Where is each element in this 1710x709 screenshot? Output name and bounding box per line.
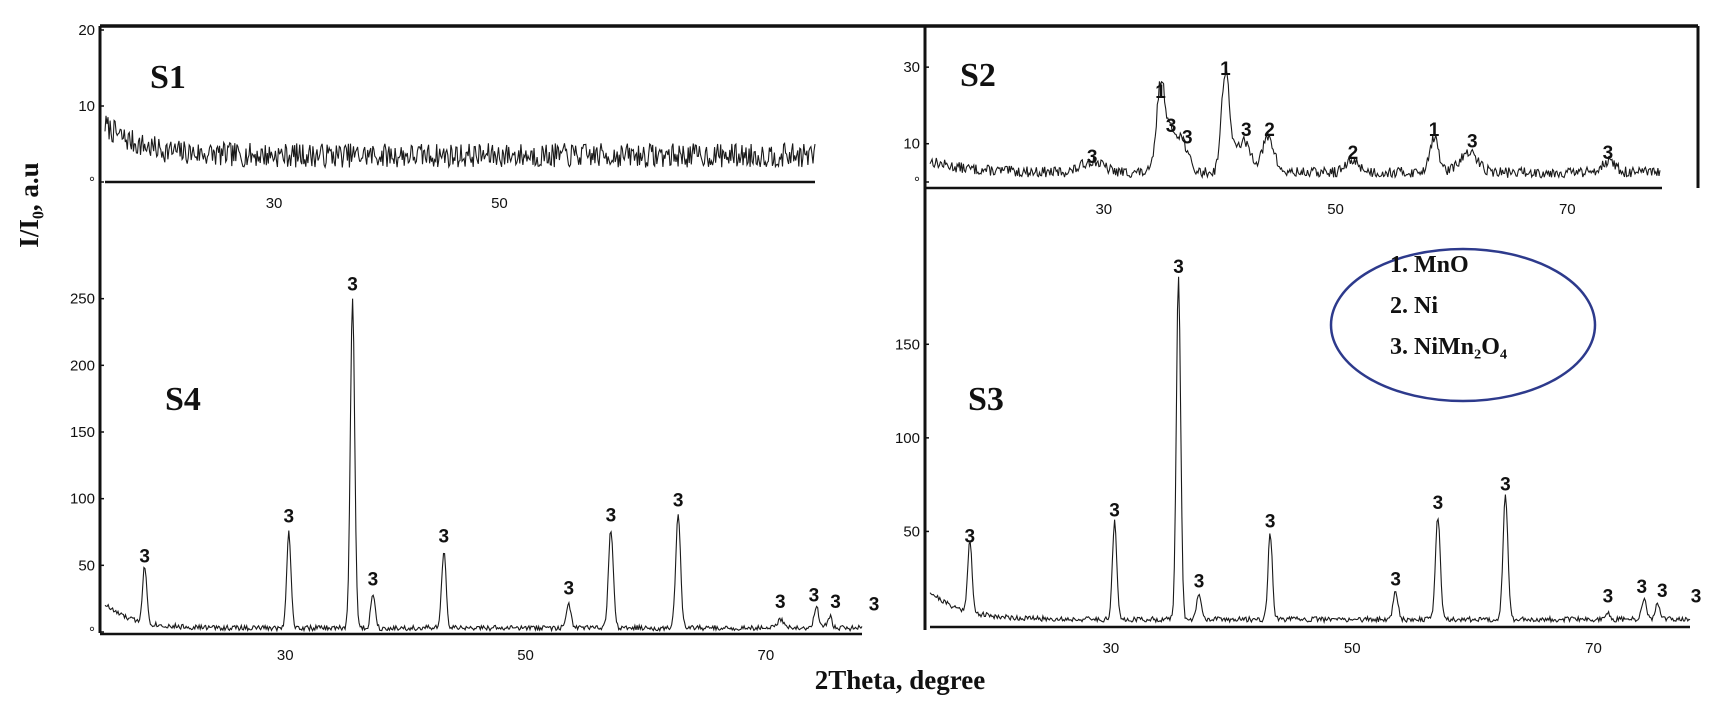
peak-label: 3 — [284, 507, 295, 528]
peak-label: 3 — [1265, 512, 1276, 533]
peak-label: 3 — [1194, 572, 1205, 593]
x-tick-label: 70 — [1585, 640, 1602, 657]
y-tick-label: ° — [89, 174, 95, 191]
panel-label-s1: S1 — [150, 59, 186, 96]
y-axis-title: I/I₀, a.u — [14, 162, 44, 247]
peak-label: 1 — [1429, 120, 1440, 141]
peak-label: 3 — [368, 569, 379, 590]
peak-label: 3 — [1467, 132, 1478, 153]
legend-item-ni: 2. Ni — [1390, 293, 1438, 319]
peak-label: 3 — [1657, 581, 1668, 602]
pattern-line-s2 — [929, 68, 1661, 179]
peak-label: 3 — [1603, 587, 1614, 608]
legend-item-nimn2o4: 3. NiMn₂O₄ — [1390, 334, 1507, 360]
panel-label-s4: S4 — [165, 381, 201, 418]
peak-label: 3 — [1390, 570, 1401, 591]
peak-label: 3 — [673, 491, 684, 512]
x-axis-title: 2Theta, degree — [815, 665, 985, 695]
peak-label: 3 — [775, 592, 786, 613]
peak-label: 3 — [1173, 257, 1184, 278]
peak-label: 3 — [1433, 493, 1444, 514]
y-tick-label: 100 — [895, 430, 920, 447]
peak-label: 3 — [1109, 500, 1120, 521]
x-tick-label: 30 — [277, 647, 294, 664]
panel-label-s3: S3 — [968, 381, 1004, 418]
x-tick-label: 50 — [517, 647, 534, 664]
legend-ellipse — [1329, 247, 1597, 403]
peak-label: 3 — [1691, 587, 1702, 608]
y-tick-label: 50 — [78, 557, 95, 574]
pattern-line-s3 — [929, 276, 1691, 625]
pattern-line-s4 — [104, 298, 863, 633]
y-tick-label: 250 — [70, 291, 95, 308]
peak-label: 3 — [1166, 116, 1177, 137]
peak-label: 3 — [1500, 474, 1511, 495]
y-tick-label: 200 — [70, 357, 95, 374]
x-tick-label: 50 — [1344, 640, 1361, 657]
y-tick-label: 10 — [903, 136, 920, 153]
peak-label: 3 — [1241, 120, 1252, 141]
x-tick-label: 70 — [1559, 201, 1576, 218]
peak-label: 3 — [809, 585, 820, 606]
x-tick-label: 30 — [1103, 640, 1120, 657]
y-tick-label: 150 — [895, 336, 920, 353]
y-tick-label: 150 — [70, 424, 95, 441]
peak-label: 3 — [347, 275, 358, 296]
legend: 1. MnO 2. Ni 3. NiMn₂O₄ — [1329, 247, 1597, 403]
y-tick-label: 50 — [903, 523, 920, 540]
peak-label: 3 — [1087, 147, 1098, 168]
peak-label: 2 — [1348, 143, 1359, 164]
panel-label-s2: S2 — [960, 57, 996, 94]
pattern-line-s1 — [104, 115, 816, 169]
y-tick-label: 10 — [78, 98, 95, 115]
peak-label: 3 — [1603, 143, 1614, 164]
legend-item-mno: 1. MnO — [1390, 252, 1469, 278]
peak-label: 3 — [869, 595, 880, 616]
peak-label: 2 — [1264, 120, 1275, 141]
x-tick-label: 50 — [491, 195, 508, 212]
y-tick-label: ° — [914, 174, 920, 191]
peak-label: 1 — [1155, 82, 1166, 103]
peak-label: 3 — [830, 592, 841, 613]
peak-label: 3 — [439, 527, 450, 548]
peak-label: 1 — [1220, 59, 1231, 80]
y-tick-label: 30 — [903, 59, 920, 76]
peak-label: 3 — [965, 527, 976, 548]
y-tick-label: ° — [89, 624, 95, 641]
x-tick-label: 50 — [1327, 201, 1344, 218]
x-tick-label: 30 — [266, 195, 283, 212]
y-tick-label: 20 — [78, 22, 95, 39]
panel-s1: 30 50 ° 10 20 S1 — [78, 22, 816, 212]
peak-label: 3 — [139, 547, 150, 568]
x-tick-label: 70 — [758, 647, 775, 664]
peak-label: 3 — [564, 579, 575, 600]
x-tick-label: 30 — [1095, 201, 1112, 218]
peak-label: 3 — [1182, 128, 1193, 149]
y-tick-label: 100 — [70, 491, 95, 508]
peak-label: 3 — [1636, 577, 1647, 598]
peak-label: 3 — [606, 505, 617, 526]
